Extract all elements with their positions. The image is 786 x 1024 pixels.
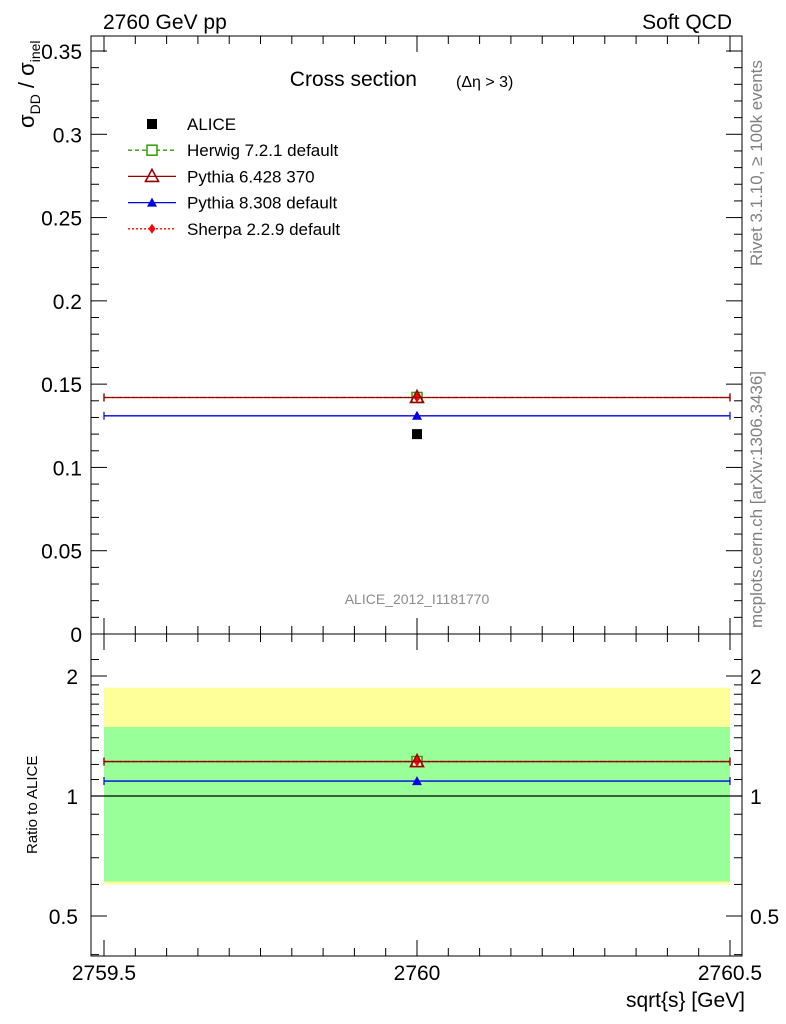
main-ytick-label: 0.25: [41, 208, 82, 231]
ratio-ytick-label-right: 0.5: [750, 906, 779, 929]
ratio-marker-pythia-2: [412, 776, 422, 786]
legend-marker-alice-0: [147, 119, 157, 129]
main-ytick-label: 0.3: [53, 124, 82, 147]
y-label-sub2: inel: [27, 40, 43, 62]
legend-marker-sherpa-4: [148, 223, 156, 234]
legend-label-pythia-3: Pythia 8.308 default: [187, 194, 338, 213]
main-ytick-label: 0.05: [41, 541, 82, 564]
legend: ALICE Herwig 7.2.1 default Pythia 6.428 37…: [128, 115, 340, 239]
ratio-ytick-label-right: 2: [750, 666, 762, 689]
ratio-ytick-label-left: 0.5: [49, 906, 78, 929]
legend-item-pythia-2: Pythia 6.428 370: [128, 167, 315, 186]
legend-label-alice-0: ALICE: [187, 115, 236, 134]
main-ytick-label: 0.15: [41, 374, 82, 397]
y-label-sep: / σ: [14, 62, 39, 94]
ratio-ytick-label-right: 1: [750, 786, 762, 809]
main-ytick-label: 0: [70, 624, 82, 647]
main-marker-pythia-3: [412, 410, 422, 420]
x-tick-label: 2760.5: [698, 962, 762, 985]
header-right: Soft QCD: [642, 11, 732, 34]
main-marker-alice-0: [412, 429, 422, 440]
x-tick-label: 2760: [394, 962, 441, 985]
legend-marker-pythia-2: [144, 167, 160, 183]
chart-title-main: Cross section: [290, 68, 417, 91]
ratio-band-inner: [104, 726, 730, 882]
main-ticks: [91, 36, 742, 635]
legend-item-pythia-3: Pythia 8.308 default: [128, 194, 338, 213]
legend-marker-herwig-1: [146, 144, 158, 156]
ratio-ytick-label-left: 2: [66, 666, 78, 689]
chart-title: Cross section: [290, 68, 417, 91]
y-label-sub1: DD: [27, 94, 43, 114]
legend-marker-pythia-3: [147, 197, 157, 207]
main-marker-pythia-2: [409, 388, 425, 404]
ratio-panel: 0.5 0.5 1 1 2 2 2759.5 2760 2760.5 Ratio to ALIC…: [24, 633, 779, 1012]
ratio-tick-labels: 0.5 0.5 1 1 2 2 2759.5 2760 2760.5: [49, 666, 779, 985]
ratio-y-axis-label: Ratio to ALICE: [24, 756, 41, 854]
legend-label-pythia-2: Pythia 6.428 370: [187, 167, 315, 186]
x-tick-label: 2759.5: [72, 962, 136, 985]
main-ytick-label: 0.35: [41, 41, 82, 64]
legend-item-sherpa-4: Sherpa 2.2.9 default: [128, 220, 340, 239]
main-series-group: [103, 388, 731, 440]
chart-title-sub: (Δη > 3): [456, 74, 513, 91]
x-axis-label: sqrt{s} [GeV]: [626, 989, 745, 1012]
main-ytick-label: 0.1: [53, 457, 82, 480]
y-label-sigma: σ: [14, 114, 39, 128]
main-errbar-pythia-2: [103, 393, 731, 402]
legend-item-herwig-1: Herwig 7.2.1 default: [128, 141, 338, 160]
header-left: 2760 GeV pp: [103, 11, 227, 34]
legend-label-herwig-1: Herwig 7.2.1 default: [187, 141, 338, 160]
legend-label-sherpa-4: Sherpa 2.2.9 default: [187, 220, 340, 239]
main-tick-labels: 0 0.05 0.1 0.15 0.2 0.25 0.3 0.35: [41, 41, 82, 647]
ratio-errbar-pythia-1: [103, 757, 731, 766]
legend-item-alice-0: ALICE: [147, 115, 236, 134]
ratio-bands: [91, 687, 742, 885]
mcplots-label: mcplots.cern.ch [arXiv:1306.3436]: [747, 371, 766, 628]
ratio-ticks: [91, 634, 742, 956]
ratio-series-group: [103, 752, 731, 786]
ratio-marker-pythia-1: [409, 752, 425, 768]
analysis-id: ALICE_2012_I1181770: [345, 591, 490, 607]
main-ytick-label: 0.2: [53, 291, 82, 314]
ratio-ytick-label-left: 1: [66, 786, 78, 809]
y-axis-label-main: σDD / σinel: [14, 40, 43, 128]
main-panel: 0 0.05 0.1 0.15 0.2 0.25 0.3 0.35 Cross section…: [14, 35, 743, 647]
rivet-label: Rivet 3.1.10, ≥ 100k events: [747, 60, 766, 266]
